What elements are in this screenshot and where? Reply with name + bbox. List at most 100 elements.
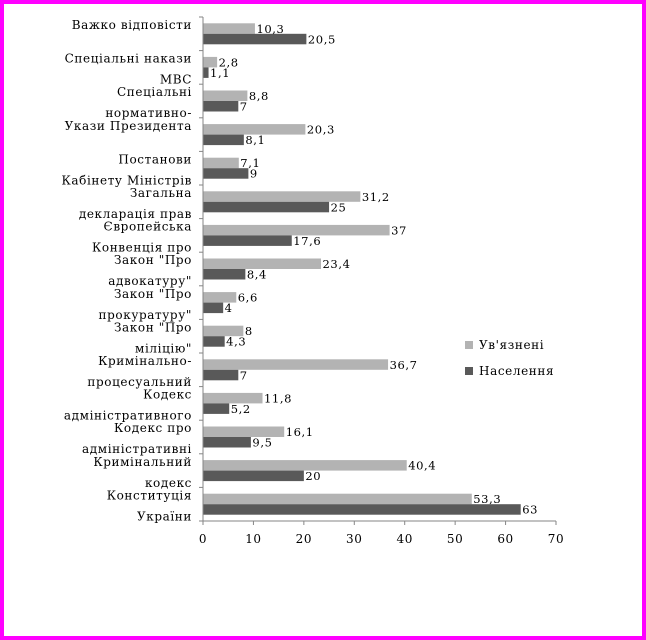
x-tick-label: 10 <box>245 532 261 546</box>
data-label: 8,8 <box>249 89 269 103</box>
x-tick-label: 50 <box>447 532 463 546</box>
category-label: МВС <box>160 73 192 87</box>
data-label: 31,2 <box>362 190 390 204</box>
axes: 0 10 20 30 40 50 60 70 <box>199 16 564 546</box>
x-tick-label: 30 <box>346 532 362 546</box>
category-label: Загальна <box>130 186 192 200</box>
bar-series2 <box>203 201 330 213</box>
category-label: нормативно- <box>105 106 192 120</box>
data-label: 8,1 <box>245 133 265 147</box>
bar-series2 <box>203 269 246 280</box>
bar-series1 <box>203 23 255 34</box>
bar-series1 <box>203 157 239 169</box>
category-label: України <box>137 509 192 523</box>
data-label: 20,5 <box>308 32 336 46</box>
category-label: Закон "Про <box>114 320 192 334</box>
bar-series1 <box>203 56 218 68</box>
bar-series2 <box>203 369 239 381</box>
bar-series1 <box>203 493 472 505</box>
data-label: 9 <box>250 167 258 181</box>
bar-series1 <box>203 258 321 269</box>
category-label: Конвенція про <box>92 241 192 255</box>
category-label: Важко відповісти <box>72 18 192 32</box>
bar-series1 <box>203 292 237 303</box>
bar-series2 <box>203 168 249 179</box>
bars-group <box>203 23 521 515</box>
category-label: адвокатуру" <box>108 274 192 288</box>
legend-swatch <box>465 341 473 349</box>
category-label: Кодекс про <box>114 421 192 435</box>
data-label: 6,6 <box>238 291 258 305</box>
data-label: 7 <box>240 100 248 114</box>
data-label: 23,4 <box>323 257 351 271</box>
bar-series1 <box>203 426 285 437</box>
bar-series2 <box>203 67 209 78</box>
bar-series2 <box>203 470 304 482</box>
category-label: адміністративного <box>64 409 192 423</box>
category-label: міліцію" <box>135 341 192 355</box>
data-label: 7,1 <box>240 156 260 170</box>
data-label: 10,3 <box>256 22 284 36</box>
data-label: 16,1 <box>286 425 314 439</box>
data-label: 17,6 <box>293 234 321 248</box>
category-label: декларація прав <box>79 207 192 221</box>
data-label: 4,3 <box>226 335 246 349</box>
category-label: Кримінальний <box>93 455 192 469</box>
legend-swatch <box>465 367 473 375</box>
category-label: прокуратуру" <box>99 308 192 322</box>
data-label: 20,3 <box>307 123 335 137</box>
data-label: 1,1 <box>210 66 230 80</box>
bar-series2 <box>203 134 244 146</box>
category-label: Європейська <box>104 220 192 234</box>
category-label: кодекс <box>145 476 192 490</box>
bar-series2 <box>203 336 225 347</box>
data-label: 40,4 <box>408 459 436 473</box>
x-tick-label: 20 <box>296 532 312 546</box>
data-label: 63 <box>522 503 538 517</box>
category-labels: Важко відповісти Спеціальні накази МВССпец… <box>61 18 192 523</box>
data-label: 36,7 <box>390 358 418 372</box>
data-label: 25 <box>331 200 347 214</box>
bar-series2 <box>203 302 224 314</box>
bar-series1 <box>203 460 407 471</box>
x-tick-label: 0 <box>199 532 207 546</box>
legend: Ув'язнені Населення <box>465 338 554 378</box>
data-label: 37 <box>391 223 407 237</box>
value-labels: 10,320,52,81,18,8720,38,17,1931,2253717,… <box>210 22 538 517</box>
category-label: Спеціальні накази <box>65 52 192 66</box>
category-label: процесуальний <box>87 375 192 389</box>
data-label: 11,8 <box>264 391 292 405</box>
category-label: Закон "Про <box>114 253 192 267</box>
category-label: адміністративні <box>82 442 192 456</box>
category-label: Кодекс <box>143 388 192 402</box>
bar-series1 <box>203 325 244 337</box>
data-label: 7 <box>240 368 248 382</box>
data-label: 8,4 <box>247 268 267 282</box>
data-label: 20 <box>305 469 321 483</box>
bar-series1 <box>203 359 389 370</box>
data-label: 4 <box>225 301 233 315</box>
legend-label: Населення <box>479 364 554 378</box>
legend-label: Ув'язнені <box>479 338 544 352</box>
bar-series2 <box>203 504 521 515</box>
x-tick-label: 70 <box>548 532 564 546</box>
category-label: Конституція <box>107 488 192 502</box>
category-label: Спеціальні <box>117 85 192 99</box>
category-label: Закон "Про <box>114 287 192 301</box>
bar-series1 <box>203 224 390 236</box>
bar-series2 <box>203 33 307 45</box>
bar-series2 <box>203 235 292 246</box>
bar-series1 <box>203 90 248 101</box>
category-label: Укази Президента <box>65 119 192 133</box>
bar-series2 <box>203 101 239 112</box>
bar-chart: Важко відповісти Спеціальні накази МВССпец… <box>61 16 564 546</box>
data-label: 2,8 <box>219 55 239 69</box>
category-label: Кабінету Міністрів <box>61 173 192 187</box>
bar-series1 <box>203 191 361 202</box>
bar-series1 <box>203 124 306 135</box>
data-label: 53,3 <box>473 492 501 506</box>
category-label: Постанови <box>118 152 192 166</box>
data-label: 9,5 <box>252 436 272 450</box>
x-tick-label: 40 <box>396 532 412 546</box>
